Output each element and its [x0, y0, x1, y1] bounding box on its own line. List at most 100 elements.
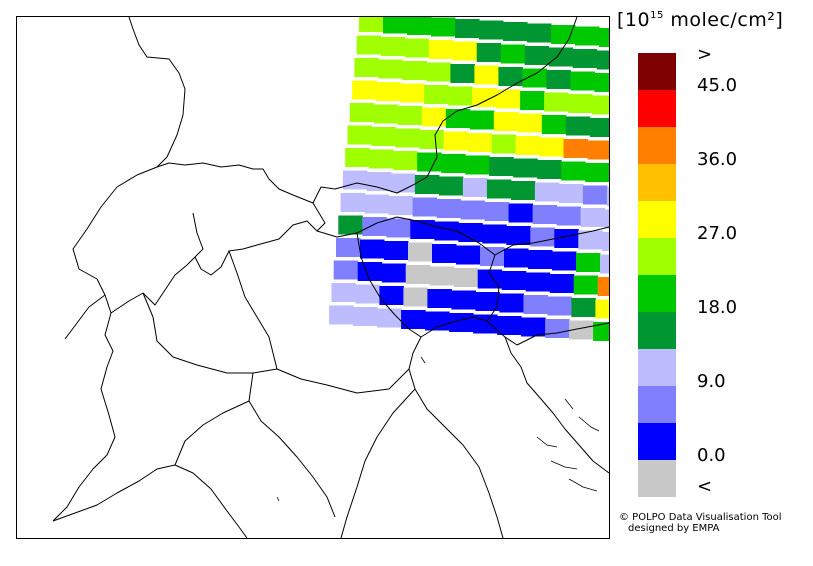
swath-pixel — [524, 46, 550, 65]
swath-pixel — [476, 43, 502, 62]
swath-pixel — [333, 260, 359, 280]
swath-pixel — [402, 61, 427, 80]
region-border-5 — [340, 388, 416, 538]
swath-pixel — [386, 218, 411, 238]
swath-pixel — [558, 184, 584, 203]
swath-pixel — [379, 286, 404, 305]
swath-pixel — [378, 59, 403, 79]
swath-pixel — [460, 200, 486, 220]
legend-tick-label: 9.0 — [697, 371, 726, 392]
region-border-8 — [64, 294, 106, 340]
swath-pixel — [352, 80, 377, 100]
swath-pixel — [565, 116, 591, 136]
swath-pixel — [458, 223, 483, 242]
legend-swatch — [638, 90, 676, 127]
swath-pixel — [380, 37, 406, 56]
color-legend — [638, 53, 676, 497]
swath-pixel — [427, 289, 452, 308]
swath-pixel — [482, 224, 507, 244]
swath-pixel — [451, 290, 476, 310]
swath-pixel — [592, 95, 609, 115]
swath-pixel — [376, 82, 401, 101]
swath-pixel — [534, 182, 560, 202]
swath-pixel — [448, 86, 473, 106]
swath-pixel — [521, 317, 546, 337]
swath-pixel — [474, 65, 499, 85]
swath-pixel — [528, 250, 553, 269]
swath-pixel — [585, 163, 609, 182]
swath-pixel — [401, 310, 426, 329]
map-panel[interactable] — [16, 16, 610, 539]
credit-line-1: © POLPO Data Visualisation Tool — [619, 512, 782, 523]
border-austria-italy — [316, 216, 609, 256]
swath-pixel — [484, 202, 510, 221]
swath-pixel — [525, 272, 551, 292]
swath-pixel — [576, 253, 601, 272]
legend-swatch — [638, 423, 676, 460]
credit-line-2: designed by EMPA — [628, 523, 720, 534]
swath-pixel — [544, 92, 569, 112]
swath-pixel — [501, 271, 527, 290]
border-germany-austria — [312, 17, 578, 204]
region-border-2 — [228, 250, 278, 370]
legend-swatch — [638, 275, 676, 312]
swath-pixel — [373, 104, 399, 124]
legend-swatch — [638, 164, 676, 201]
coast-italy-adriatic — [408, 316, 504, 538]
swath-pixel — [452, 41, 478, 61]
swath-pixel — [329, 305, 354, 325]
region-border-6 — [174, 400, 250, 466]
swath-pixel — [473, 314, 498, 334]
swath-pixel — [498, 67, 523, 86]
swath-pixel — [438, 176, 464, 196]
swath-pixel — [408, 242, 433, 262]
swath-pixel — [331, 283, 356, 302]
swath-pixel — [556, 206, 582, 226]
swath-pixel — [426, 62, 451, 82]
swath-pixel — [527, 23, 552, 43]
swath-pixel — [551, 25, 576, 44]
swath-pixel — [520, 91, 545, 110]
swath-pixel — [434, 221, 459, 241]
swath-pixel — [506, 226, 531, 245]
swath-pixel — [431, 17, 456, 37]
swath-pixel — [513, 158, 538, 178]
swath-pixel — [364, 194, 390, 214]
swath-pixel — [390, 173, 416, 193]
swath-pixel — [554, 229, 579, 248]
swath-pixel — [357, 262, 383, 281]
swath-pixel — [580, 208, 606, 227]
swath-pixel — [589, 118, 609, 137]
swath-pixel — [362, 217, 387, 236]
border-france-germany — [128, 17, 186, 168]
swath-pixel — [441, 154, 466, 173]
swath-pixel — [338, 215, 363, 235]
swath-pixel — [377, 308, 402, 328]
swath-pixel — [606, 187, 609, 206]
swath-pixel — [563, 139, 588, 158]
swath-pixel — [336, 238, 361, 257]
credit-text: © POLPO Data Visualisation Tool designed… — [619, 512, 782, 534]
swath-pixel — [549, 274, 575, 293]
swath-pixel — [429, 266, 455, 286]
swath-pixel — [400, 83, 425, 103]
unit-suffix: molec/cm²] — [663, 9, 784, 31]
legend-swatch — [638, 201, 676, 238]
swath-pixel — [472, 88, 497, 107]
swath-pixel — [508, 203, 534, 223]
legend-swatch — [638, 349, 676, 386]
swath-pixel — [545, 319, 570, 338]
swath-pixel — [572, 49, 598, 68]
legend-swatch — [638, 127, 676, 164]
swath-pixel — [467, 133, 492, 152]
swath-pixel — [503, 22, 528, 41]
border-france-italy — [52, 312, 116, 522]
map-canvas[interactable] — [17, 17, 609, 538]
swath-pixel — [571, 298, 596, 317]
swath-pixel — [353, 307, 378, 326]
legend-swatch — [638, 238, 676, 275]
swath-pixel — [489, 157, 514, 176]
swath-pixel — [500, 44, 526, 64]
legend-tick-label: 18.0 — [697, 297, 738, 318]
swath-pixel — [582, 185, 608, 205]
